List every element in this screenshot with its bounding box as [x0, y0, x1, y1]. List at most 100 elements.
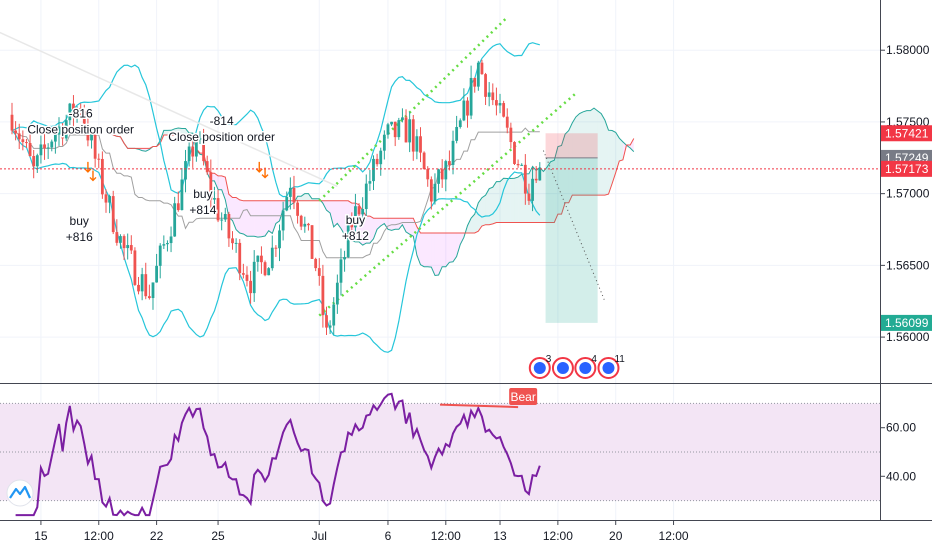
- candle: [21, 130, 25, 151]
- candle: [28, 134, 32, 157]
- time-tick-label: Jul: [312, 529, 327, 543]
- candle-body: [97, 158, 101, 160]
- candle-body: [184, 161, 187, 180]
- time-tick-label: 12:00: [431, 529, 461, 543]
- candle: [307, 222, 310, 231]
- price-tag-label: 1.57421: [885, 126, 929, 140]
- cloud-segment: [597, 110, 602, 196]
- candle-body: [357, 206, 361, 215]
- time-tick-label: 15: [34, 529, 48, 543]
- candle: [466, 97, 469, 128]
- candle: [144, 262, 148, 300]
- candle: [169, 226, 173, 253]
- event-flag-inner: [556, 362, 569, 374]
- cloud-segment: [608, 130, 613, 195]
- candle: [187, 136, 191, 167]
- candle: [216, 189, 220, 223]
- candle: [155, 253, 158, 283]
- cloud-segment: [438, 233, 443, 276]
- cloud-segment: [362, 210, 367, 246]
- time-tick-label: 12:00: [659, 529, 689, 543]
- candle-body: [495, 100, 498, 106]
- candle-body: [263, 262, 267, 276]
- cloud-segment: [261, 200, 266, 237]
- candle: [419, 127, 422, 163]
- candle-body: [278, 230, 281, 249]
- candle: [317, 258, 321, 286]
- time-tick-label: 12:00: [84, 529, 114, 543]
- candle-body: [162, 244, 166, 246]
- candle: [505, 108, 509, 134]
- candle: [129, 235, 133, 255]
- cloud-segment: [518, 174, 522, 223]
- event-badges[interactable]: 3 4 11: [528, 354, 626, 379]
- candle: [531, 167, 534, 212]
- event-flag-inner: [533, 362, 546, 374]
- trade-position-tool[interactable]: [545, 133, 598, 323]
- economic-event-badge[interactable]: [551, 357, 574, 379]
- candle: [79, 103, 83, 118]
- candle-body: [531, 178, 534, 201]
- candle-body: [505, 116, 509, 128]
- economic-event-badge[interactable]: 11: [597, 354, 625, 379]
- cloud-segment: [500, 178, 504, 223]
- candle: [397, 117, 401, 140]
- candle-body: [299, 215, 303, 227]
- candle: [390, 121, 393, 127]
- candle-body: [473, 77, 477, 87]
- cloud-segment: [619, 138, 623, 162]
- candle-body: [39, 144, 43, 156]
- candle-body: [332, 304, 336, 326]
- candle: [476, 60, 480, 91]
- candle: [162, 235, 166, 250]
- cloud-segment: [398, 218, 403, 230]
- cloud-segment: [510, 178, 515, 223]
- order-marker-arrow: [89, 170, 97, 182]
- candle-body: [151, 282, 155, 299]
- cloud-segment: [427, 233, 432, 268]
- trend-channels[interactable]: [0, 16, 606, 317]
- cloud-segment: [547, 161, 551, 223]
- candle-body: [198, 138, 202, 140]
- candle-body: [227, 214, 231, 239]
- candle: [14, 121, 18, 141]
- cloud-segment: [471, 214, 475, 234]
- cloud-segment: [453, 233, 457, 262]
- candle: [119, 234, 122, 249]
- candle-body: [296, 202, 299, 216]
- price-pane[interactable]: -816 Close position order buy +816 -814 Close…: [0, 0, 880, 520]
- candle-body: [354, 206, 357, 228]
- cloud-segment: [333, 200, 338, 227]
- cloud-segment: [246, 200, 251, 237]
- candle-body: [325, 315, 328, 328]
- candle: [151, 282, 155, 310]
- time-axis[interactable]: 15 12:00 22 25 Jul 6 12:00 13 12:00 20 12:00: [34, 520, 689, 543]
- economic-event-badge[interactable]: 3: [528, 354, 552, 379]
- candle-body: [43, 144, 46, 149]
- candle-body: [180, 179, 184, 211]
- candle-body: [79, 108, 83, 112]
- rsi-pane[interactable]: Bear: [0, 388, 880, 517]
- economic-event-badge[interactable]: 4: [574, 354, 597, 379]
- channel-upper: [318, 16, 509, 202]
- candle-body: [158, 245, 162, 266]
- candle-body: [249, 280, 252, 294]
- candle-body: [10, 114, 14, 131]
- tradingview-logo[interactable]: [6, 479, 34, 507]
- candle: [82, 104, 86, 132]
- cloud-segment: [507, 178, 511, 223]
- candle-body: [267, 268, 271, 276]
- rsi-axis[interactable]: 60.00 40.00: [880, 421, 916, 484]
- price-tick-label: 1.56500: [886, 258, 930, 272]
- candle: [90, 125, 93, 149]
- candle-body: [339, 259, 343, 283]
- candle-body: [520, 164, 524, 166]
- candle-body: [523, 164, 527, 194]
- long-trendline: [0, 31, 338, 188]
- cloud-segment: [174, 127, 179, 135]
- cloud-segment: [239, 199, 244, 234]
- price-tick-label: 1.57000: [886, 187, 930, 201]
- candle: [111, 190, 115, 235]
